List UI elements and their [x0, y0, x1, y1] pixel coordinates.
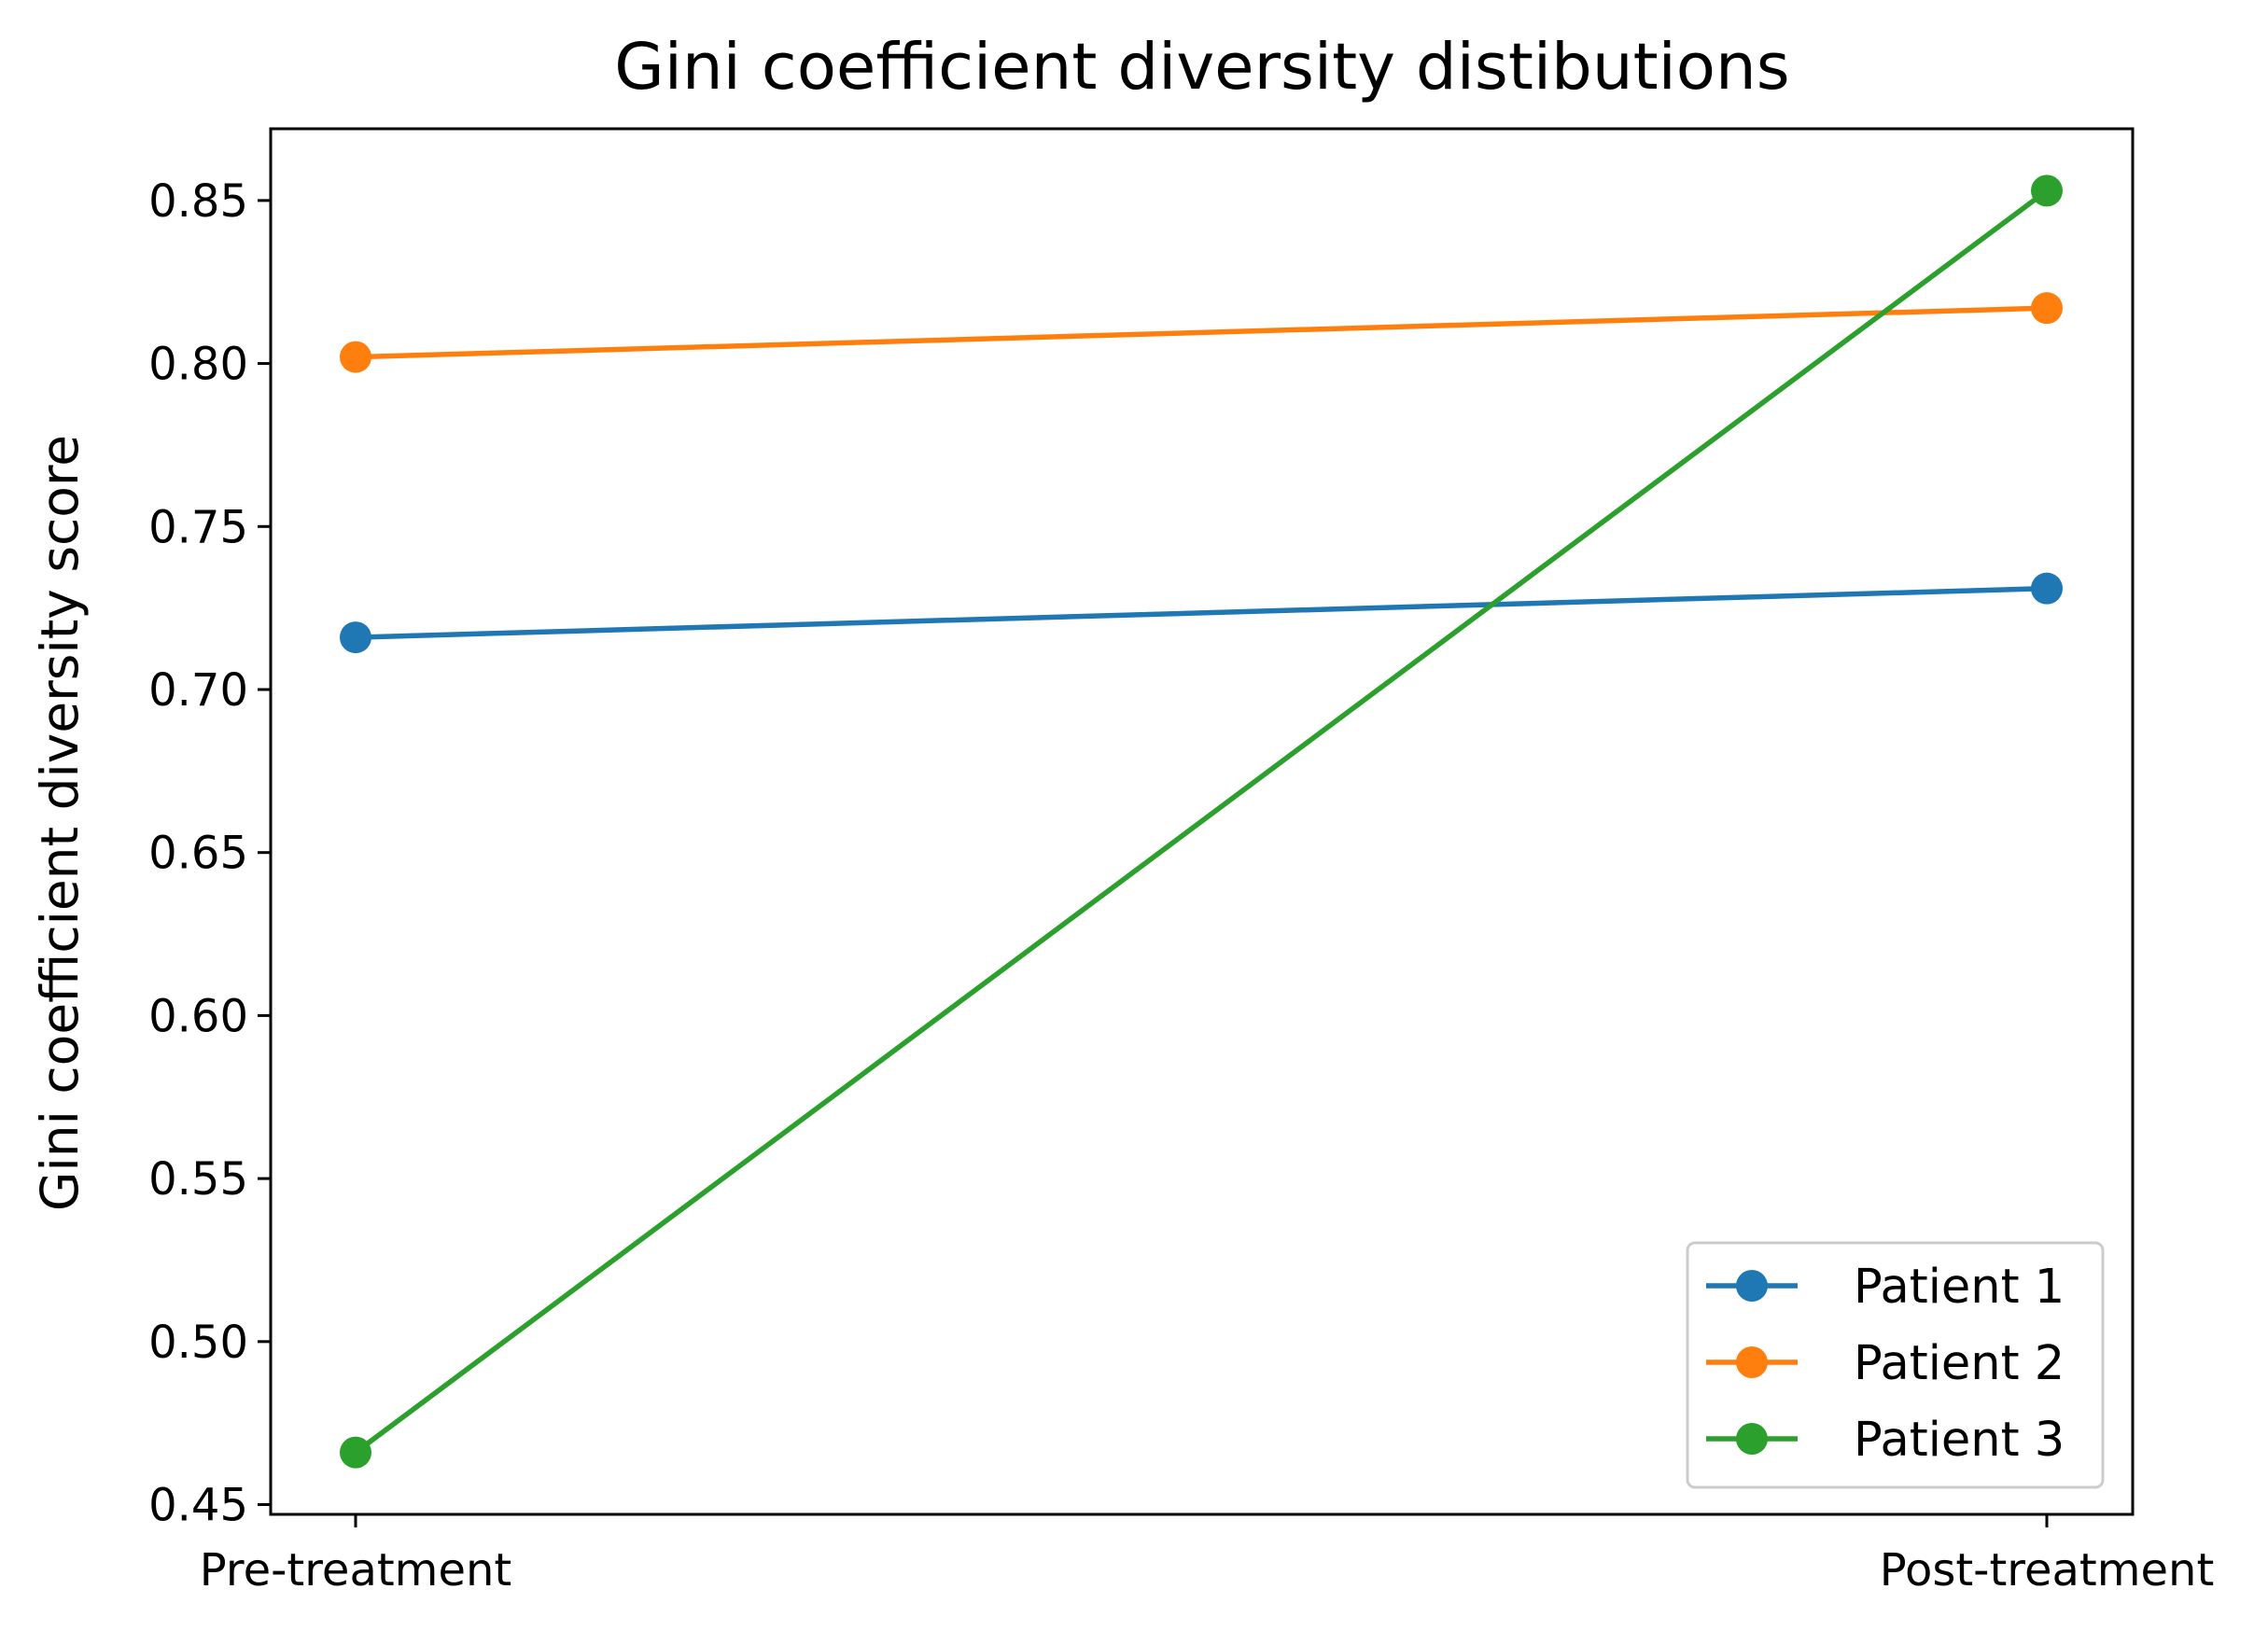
y-tick-label: 0.55 [148, 1153, 248, 1206]
y-tick-label: 0.65 [148, 828, 248, 880]
y-tick-label: 0.80 [148, 339, 248, 391]
y-tick-label: 0.70 [148, 664, 248, 717]
data-point [2031, 174, 2063, 207]
legend-label: Patient 3 [1854, 1413, 2065, 1468]
data-point [340, 621, 371, 654]
series-line-patient-2 [355, 305, 2048, 360]
y-tick-label: 0.50 [148, 1317, 248, 1369]
y-tick-label: 0.45 [148, 1480, 248, 1532]
legend-label: Patient 2 [1854, 1336, 2065, 1391]
data-point [340, 1436, 371, 1469]
legend-marker [1736, 1270, 1768, 1302]
series-line-patient-1 [355, 585, 2048, 640]
legend-label: Patient 1 [1854, 1260, 2065, 1315]
x-tick-label: Pre-treatment [200, 1544, 511, 1596]
legend-box [1686, 1241, 2105, 1489]
legend-marker [1736, 1423, 1768, 1455]
axes-frame [269, 127, 2135, 1516]
y-tick-label: 0.85 [148, 175, 248, 228]
x-tick-label: Post-treatment [1880, 1544, 2215, 1596]
data-point [2031, 572, 2063, 605]
y-tick-label: 0.60 [148, 990, 248, 1042]
series-line-patient-3 [354, 188, 2049, 1455]
plot-area: 0.45 0.50 0.55 0.60 0.65 0.70 0.75 0.80 0.85 Pre-… [148, 127, 2215, 1596]
chart-title: Gini coefficient diversity distibutions [614, 30, 1789, 105]
legend-marker [1736, 1346, 1768, 1378]
y-tick-label: 0.75 [148, 501, 248, 553]
data-point [340, 341, 371, 373]
data-point [2031, 292, 2063, 325]
y-axis-label: Gini coefficient diversity score [30, 435, 90, 1211]
